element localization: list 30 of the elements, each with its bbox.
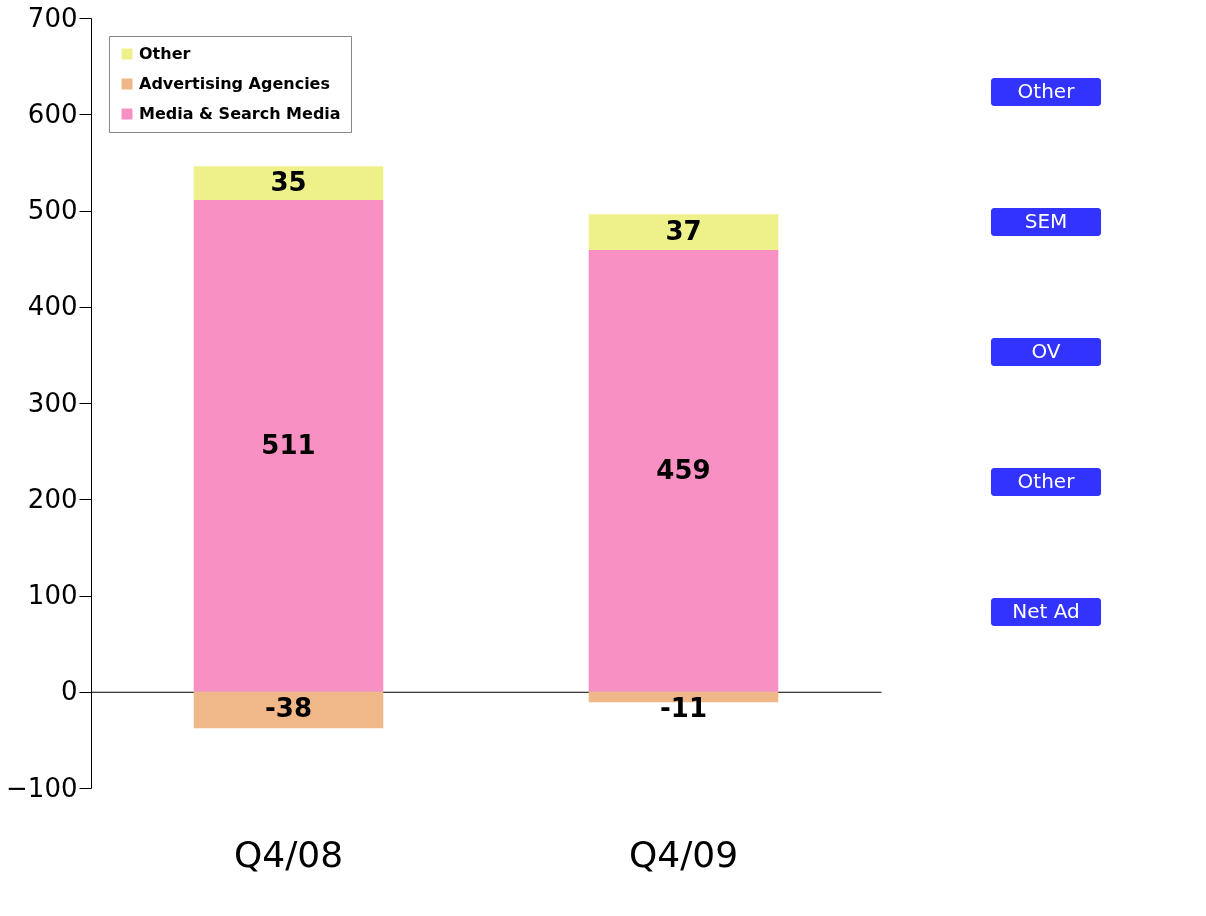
y-tick-label: 500 — [27, 195, 78, 225]
bar — [588, 249, 779, 692]
x-tick-label: Q4/08 — [233, 833, 344, 875]
x-tick-label: Q4/09 — [628, 833, 739, 875]
data-label: 35 — [270, 167, 307, 198]
text: SEM — [1024, 209, 1068, 233]
data-label: -38 — [265, 692, 312, 723]
y-tick-label: 300 — [27, 387, 78, 418]
data-label: 511 — [261, 429, 316, 460]
text: Other — [1017, 79, 1076, 103]
text: Other — [1017, 469, 1076, 493]
bar — [193, 691, 384, 729]
y-tick-label: 100 — [27, 580, 78, 610]
legend-label: Advertising Agencies — [139, 74, 330, 93]
y-tick-label: −100 — [6, 772, 78, 803]
y-tick-label: 600 — [27, 98, 78, 129]
text: Net Ad — [1012, 599, 1080, 623]
data-label: 37 — [665, 216, 702, 247]
bar — [588, 214, 779, 250]
y-tick-label: 0 — [60, 676, 78, 707]
text: OV — [1031, 339, 1061, 363]
data-label: 459 — [656, 454, 711, 485]
legend-label: Other — [139, 44, 191, 63]
legend-label: Media & Search Media — [139, 104, 341, 123]
data-label: -11 — [660, 692, 707, 723]
bar — [193, 199, 384, 692]
y-tick-label: 200 — [27, 483, 78, 514]
y-tick-label: 400 — [27, 291, 78, 322]
y-tick-label: 700 — [27, 2, 78, 33]
bar — [193, 166, 384, 200]
